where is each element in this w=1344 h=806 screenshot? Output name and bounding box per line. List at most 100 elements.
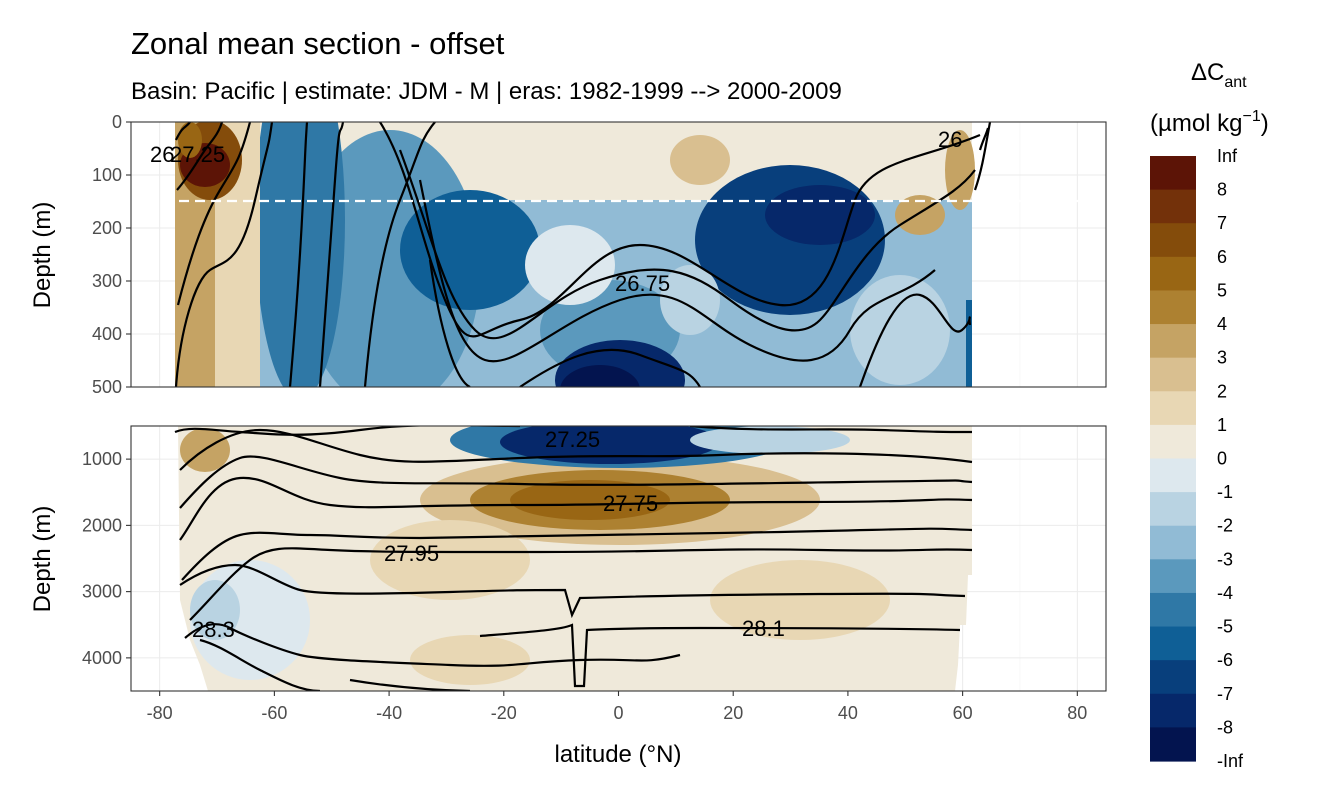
field-blob bbox=[525, 225, 615, 305]
isopycnal bbox=[398, 149, 976, 340]
legend-label: -3 bbox=[1217, 549, 1233, 569]
field-blob bbox=[945, 130, 975, 210]
legend-swatch bbox=[1150, 290, 1196, 325]
legend-label: 2 bbox=[1217, 381, 1227, 401]
isopycnal bbox=[318, 122, 345, 387]
field-blob bbox=[500, 426, 720, 464]
field-blob bbox=[510, 480, 670, 520]
y-tick-label: 2000 bbox=[82, 515, 122, 535]
isopycnal bbox=[418, 179, 936, 363]
legend-label: 1 bbox=[1217, 415, 1227, 435]
field-blob bbox=[300, 130, 480, 387]
y-tick-label: 200 bbox=[92, 218, 122, 238]
legend-label: 3 bbox=[1217, 348, 1227, 368]
legend-label: -Inf bbox=[1217, 751, 1244, 771]
contour-label: 26 bbox=[150, 142, 174, 167]
y-tick-label: 0 bbox=[112, 112, 122, 132]
isopycnal bbox=[479, 623, 961, 688]
upper-panel-border bbox=[130, 121, 1107, 388]
field-blob bbox=[966, 300, 972, 387]
legend-label: 5 bbox=[1217, 280, 1227, 300]
isopycnal bbox=[179, 428, 973, 471]
field-blob bbox=[190, 580, 240, 640]
legend-label: 7 bbox=[1217, 213, 1227, 233]
isopycnal bbox=[181, 527, 973, 581]
field-blob bbox=[850, 275, 950, 385]
contour-label: 27.95 bbox=[384, 541, 439, 566]
x-tick-label: 0 bbox=[613, 703, 623, 723]
legend-swatch bbox=[1150, 626, 1196, 661]
legend-swatch bbox=[1150, 458, 1196, 493]
x-tick-label: 60 bbox=[953, 703, 973, 723]
x-tick-label: -80 bbox=[147, 703, 173, 723]
legend-swatch bbox=[1150, 693, 1196, 728]
legend-swatch bbox=[1150, 223, 1196, 258]
legend-label: -6 bbox=[1217, 650, 1233, 670]
legend-label: -4 bbox=[1217, 583, 1233, 603]
isopycnal bbox=[184, 623, 681, 667]
isopycnal bbox=[519, 348, 701, 387]
isopycnal bbox=[176, 122, 252, 306]
upper-field: 26 27.25 26.75 26 bbox=[131, 122, 1106, 387]
contour-label: 26 bbox=[938, 127, 962, 152]
isopycnal bbox=[179, 455, 973, 509]
contour-label: 27.75 bbox=[603, 491, 658, 516]
legend-title: ΔCant bbox=[1191, 59, 1247, 91]
y-axis-label-lower: Depth (m) bbox=[29, 506, 56, 613]
isopycnal bbox=[199, 638, 321, 691]
contour-label: 27.25 bbox=[170, 142, 225, 167]
legend-label: -2 bbox=[1217, 516, 1233, 536]
field-blob bbox=[560, 365, 640, 387]
legend-colorbar bbox=[1150, 156, 1196, 762]
legend-swatch bbox=[1150, 660, 1196, 695]
isopycnal bbox=[174, 426, 520, 436]
isopycnal bbox=[288, 122, 309, 387]
field-blob bbox=[710, 560, 890, 640]
legend-swatch bbox=[1150, 256, 1196, 292]
chart-subtitle: Basin: Pacific | estimate: JDM - M | era… bbox=[131, 78, 842, 105]
field-blob bbox=[178, 122, 202, 158]
isopycnal bbox=[363, 122, 436, 387]
legend-swatch bbox=[1150, 727, 1196, 762]
legend-label: 4 bbox=[1217, 314, 1227, 334]
isopycnal bbox=[189, 547, 973, 621]
contour-label: 26.75 bbox=[615, 271, 670, 296]
legend-swatch bbox=[1150, 156, 1196, 191]
x-tick-label: 80 bbox=[1067, 703, 1087, 723]
y-tick-label: 500 bbox=[92, 377, 122, 397]
legend-label: 8 bbox=[1217, 180, 1227, 200]
legend-label: -5 bbox=[1217, 617, 1233, 637]
x-tick-label: -60 bbox=[261, 703, 287, 723]
field-blob bbox=[670, 135, 730, 185]
legend-swatch bbox=[1150, 525, 1196, 560]
isopycnal bbox=[179, 563, 966, 619]
contour-label: 27.25 bbox=[545, 427, 600, 452]
lower-panel: 27.25 27.75 27.95 28.3 28.1 bbox=[130, 425, 1107, 692]
legend-swatch bbox=[1150, 357, 1196, 392]
legend-label: -8 bbox=[1217, 717, 1233, 737]
legend-swatch bbox=[1150, 492, 1196, 527]
y-tick-label: 1000 bbox=[82, 449, 122, 469]
y-tick-label: 400 bbox=[92, 324, 122, 344]
legend-swatch bbox=[1150, 189, 1196, 224]
x-tick-label: -20 bbox=[491, 703, 517, 723]
x-tick-label: 40 bbox=[838, 703, 858, 723]
x-tick-label: -40 bbox=[376, 703, 402, 723]
isopycnal bbox=[175, 122, 191, 141]
field-blob bbox=[690, 426, 850, 454]
legend-swatch bbox=[1150, 424, 1196, 460]
legend-labels: Inf 8 7 6 5 4 3 2 1 0 -1 -2 -3 -4 -5 -6 -7 -8 -Inf bbox=[1217, 146, 1244, 771]
x-tick-label: 20 bbox=[723, 703, 743, 723]
isopycnal bbox=[174, 122, 274, 387]
legend-unit: (µmol kg−1) bbox=[1150, 108, 1269, 137]
field-blob bbox=[410, 635, 530, 685]
legend-label: -7 bbox=[1217, 684, 1233, 704]
legend-label: 6 bbox=[1217, 247, 1227, 267]
contour-label: 28.1 bbox=[742, 616, 785, 641]
isopycnal bbox=[179, 476, 973, 541]
isopycnal bbox=[176, 122, 224, 191]
y-tick-label: 3000 bbox=[82, 582, 122, 602]
legend-swatch bbox=[1150, 324, 1196, 359]
